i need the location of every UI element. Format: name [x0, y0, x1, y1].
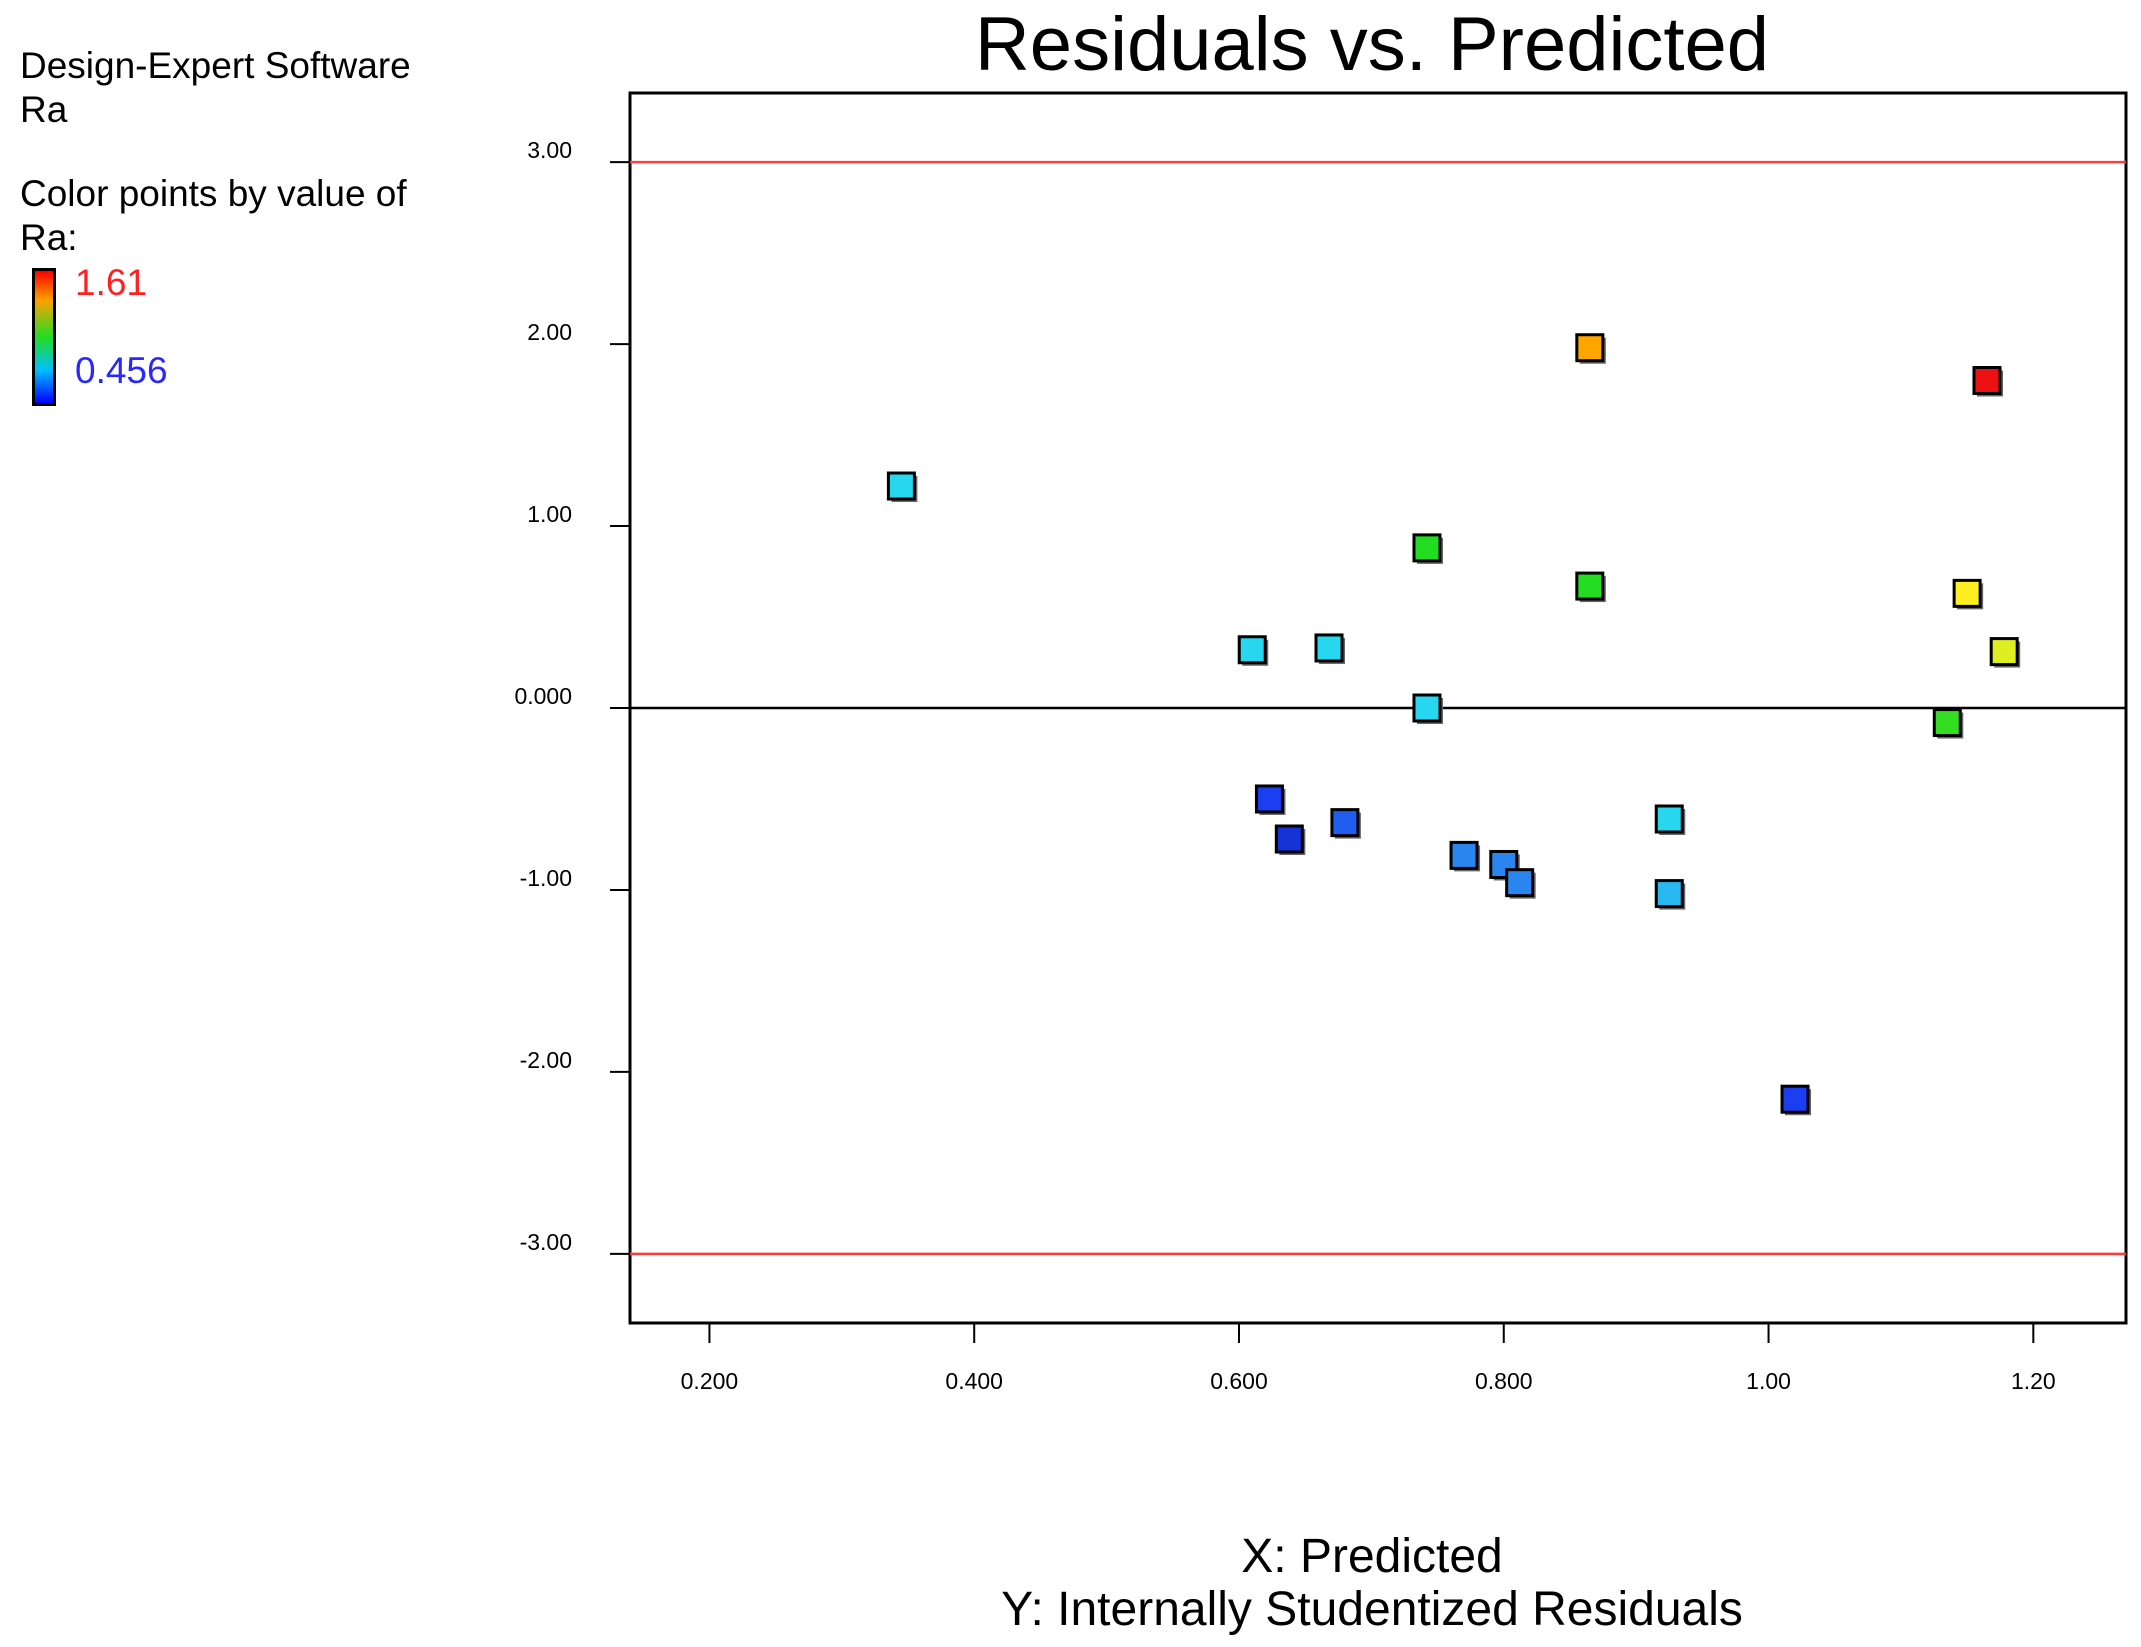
software-name: Design-Expert Software	[20, 45, 411, 86]
data-point	[1505, 868, 1535, 898]
data-point	[1330, 808, 1360, 838]
color-scale: 1.61 0.456	[20, 262, 480, 418]
x-axis: 0.200 0.400 0.600 0.800 1.00 1.20	[681, 1323, 2056, 1394]
data-point	[1972, 365, 2002, 395]
color-by-label: Color points by value of	[20, 173, 407, 214]
chart-title: Residuals vs. Predicted	[975, 2, 1769, 87]
data-point	[1254, 784, 1284, 814]
color-scale-min: 0.456	[75, 350, 168, 391]
data-point	[1654, 879, 1684, 909]
data-point	[1412, 533, 1442, 563]
legend-panel: Design-Expert Software Ra Color points b…	[20, 44, 480, 418]
x-tick-label: 0.600	[1210, 1368, 1268, 1394]
y-tick-label: 1.00	[527, 501, 572, 527]
data-point	[1989, 637, 2019, 667]
data-point	[1932, 708, 1962, 738]
y-tick-label: 0.000	[514, 683, 572, 709]
data-point	[1314, 633, 1344, 663]
data-point	[1449, 840, 1479, 870]
color-scale-max: 1.61	[75, 262, 148, 303]
data-point	[1780, 1084, 1810, 1114]
x-tick-label: 0.200	[681, 1368, 739, 1394]
y-axis-label: Y: Internally Studentized Residuals	[1001, 1583, 1743, 1636]
response-name: Ra	[20, 89, 68, 130]
x-tick-label: 0.800	[1475, 1368, 1533, 1394]
data-point	[1274, 824, 1304, 854]
y-axis: 3.00 2.00 1.00 0.000 -1.00 -2.00 -3.00	[514, 137, 630, 1255]
data-points	[886, 333, 2021, 1116]
y-tick-label: -1.00	[520, 865, 572, 891]
x-tick-label: 1.00	[1746, 1368, 1791, 1394]
x-axis-label: X: Predicted	[1241, 1530, 1502, 1583]
data-point	[1575, 333, 1605, 363]
data-point	[1237, 635, 1267, 665]
y-tick-label: -2.00	[520, 1047, 572, 1073]
x-tick-label: 1.20	[2011, 1368, 2056, 1394]
y-tick-label: -3.00	[520, 1229, 572, 1255]
x-tick-label: 0.400	[945, 1368, 1003, 1394]
color-gradient-bar	[32, 268, 56, 406]
color-by-variable: Ra:	[20, 217, 78, 258]
y-tick-label: 3.00	[527, 137, 572, 163]
limit-lines	[630, 160, 2126, 1256]
y-tick-label: 2.00	[527, 319, 572, 345]
data-point	[1952, 578, 1982, 608]
data-point	[1575, 571, 1605, 601]
data-point	[886, 471, 916, 501]
data-point	[1654, 804, 1684, 834]
data-point	[1412, 693, 1442, 723]
